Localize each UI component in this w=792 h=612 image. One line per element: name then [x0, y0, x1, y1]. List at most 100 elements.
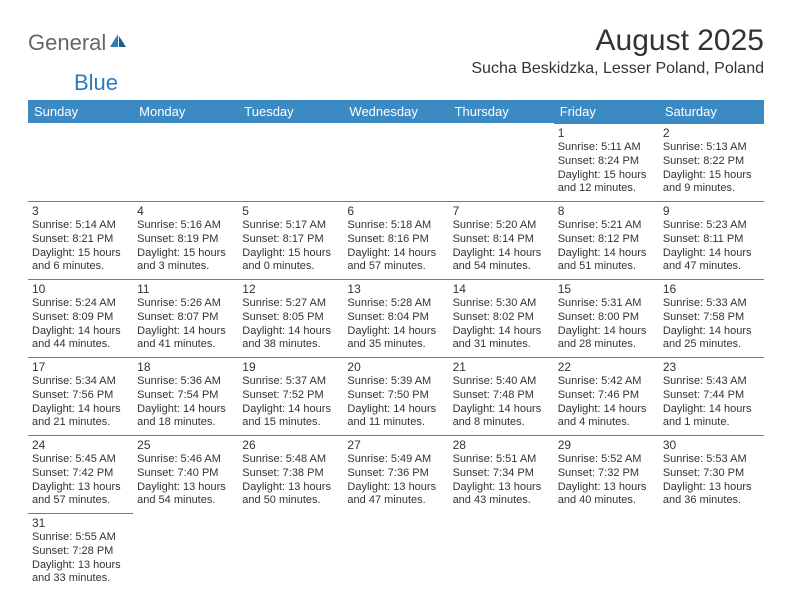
calendar-cell: 3Sunrise: 5:14 AMSunset: 8:21 PMDaylight…	[28, 201, 133, 279]
calendar-cell: 5Sunrise: 5:17 AMSunset: 8:17 PMDaylight…	[238, 201, 343, 279]
day-info: Sunrise: 5:43 AMSunset: 7:44 PMDaylight:…	[663, 375, 760, 430]
calendar-cell: 13Sunrise: 5:28 AMSunset: 8:04 PMDayligh…	[343, 279, 448, 357]
calendar-cell: 6Sunrise: 5:18 AMSunset: 8:16 PMDaylight…	[343, 201, 448, 279]
day-number: 3	[32, 204, 129, 218]
calendar-cell	[133, 123, 238, 201]
calendar-cell	[659, 513, 764, 591]
calendar-cell: 4Sunrise: 5:16 AMSunset: 8:19 PMDaylight…	[133, 201, 238, 279]
day-info: Sunrise: 5:30 AMSunset: 8:02 PMDaylight:…	[453, 297, 550, 352]
day-number: 9	[663, 204, 760, 218]
calendar-cell: 15Sunrise: 5:31 AMSunset: 8:00 PMDayligh…	[554, 279, 659, 357]
day-info: Sunrise: 5:11 AMSunset: 8:24 PMDaylight:…	[558, 141, 655, 196]
day-number: 27	[347, 438, 444, 452]
day-number: 12	[242, 282, 339, 296]
calendar-cell: 26Sunrise: 5:48 AMSunset: 7:38 PMDayligh…	[238, 435, 343, 513]
logo-text-general: General	[28, 30, 106, 56]
calendar-cell: 2Sunrise: 5:13 AMSunset: 8:22 PMDaylight…	[659, 123, 764, 201]
calendar-cell: 7Sunrise: 5:20 AMSunset: 8:14 PMDaylight…	[449, 201, 554, 279]
day-info: Sunrise: 5:24 AMSunset: 8:09 PMDaylight:…	[32, 297, 129, 352]
calendar-cell	[554, 513, 659, 591]
calendar-cell: 1Sunrise: 5:11 AMSunset: 8:24 PMDaylight…	[554, 123, 659, 201]
calendar-cell: 10Sunrise: 5:24 AMSunset: 8:09 PMDayligh…	[28, 279, 133, 357]
calendar-row: 17Sunrise: 5:34 AMSunset: 7:56 PMDayligh…	[28, 357, 764, 435]
logo-sail-icon	[108, 30, 128, 56]
day-info: Sunrise: 5:17 AMSunset: 8:17 PMDaylight:…	[242, 219, 339, 274]
weekday-header: Thursday	[449, 100, 554, 123]
month-title: August 2025	[471, 24, 764, 58]
day-info: Sunrise: 5:53 AMSunset: 7:30 PMDaylight:…	[663, 453, 760, 508]
day-info: Sunrise: 5:48 AMSunset: 7:38 PMDaylight:…	[242, 453, 339, 508]
calendar-cell: 23Sunrise: 5:43 AMSunset: 7:44 PMDayligh…	[659, 357, 764, 435]
day-info: Sunrise: 5:39 AMSunset: 7:50 PMDaylight:…	[347, 375, 444, 430]
calendar-cell	[238, 513, 343, 591]
calendar-cell	[343, 123, 448, 201]
day-number: 20	[347, 360, 444, 374]
weekday-header: Friday	[554, 100, 659, 123]
day-info: Sunrise: 5:31 AMSunset: 8:00 PMDaylight:…	[558, 297, 655, 352]
day-info: Sunrise: 5:34 AMSunset: 7:56 PMDaylight:…	[32, 375, 129, 430]
calendar-cell: 29Sunrise: 5:52 AMSunset: 7:32 PMDayligh…	[554, 435, 659, 513]
day-number: 23	[663, 360, 760, 374]
weekday-header: Wednesday	[343, 100, 448, 123]
day-info: Sunrise: 5:13 AMSunset: 8:22 PMDaylight:…	[663, 141, 760, 196]
day-info: Sunrise: 5:16 AMSunset: 8:19 PMDaylight:…	[137, 219, 234, 274]
calendar-cell: 30Sunrise: 5:53 AMSunset: 7:30 PMDayligh…	[659, 435, 764, 513]
day-number: 8	[558, 204, 655, 218]
weekday-header: Sunday	[28, 100, 133, 123]
weekday-header-row: SundayMondayTuesdayWednesdayThursdayFrid…	[28, 100, 764, 123]
day-number: 15	[558, 282, 655, 296]
day-info: Sunrise: 5:51 AMSunset: 7:34 PMDaylight:…	[453, 453, 550, 508]
day-number: 25	[137, 438, 234, 452]
day-number: 28	[453, 438, 550, 452]
day-number: 4	[137, 204, 234, 218]
day-number: 26	[242, 438, 339, 452]
calendar-row: 3Sunrise: 5:14 AMSunset: 8:21 PMDaylight…	[28, 201, 764, 279]
day-info: Sunrise: 5:49 AMSunset: 7:36 PMDaylight:…	[347, 453, 444, 508]
day-number: 21	[453, 360, 550, 374]
day-number: 10	[32, 282, 129, 296]
day-number: 11	[137, 282, 234, 296]
calendar-cell: 12Sunrise: 5:27 AMSunset: 8:05 PMDayligh…	[238, 279, 343, 357]
day-number: 29	[558, 438, 655, 452]
calendar-cell	[343, 513, 448, 591]
day-number: 1	[558, 126, 655, 140]
day-number: 7	[453, 204, 550, 218]
calendar-row: 1Sunrise: 5:11 AMSunset: 8:24 PMDaylight…	[28, 123, 764, 201]
day-info: Sunrise: 5:55 AMSunset: 7:28 PMDaylight:…	[32, 531, 129, 586]
calendar-cell: 18Sunrise: 5:36 AMSunset: 7:54 PMDayligh…	[133, 357, 238, 435]
day-number: 22	[558, 360, 655, 374]
calendar-cell: 19Sunrise: 5:37 AMSunset: 7:52 PMDayligh…	[238, 357, 343, 435]
day-info: Sunrise: 5:40 AMSunset: 7:48 PMDaylight:…	[453, 375, 550, 430]
day-info: Sunrise: 5:52 AMSunset: 7:32 PMDaylight:…	[558, 453, 655, 508]
day-info: Sunrise: 5:23 AMSunset: 8:11 PMDaylight:…	[663, 219, 760, 274]
calendar-cell: 16Sunrise: 5:33 AMSunset: 7:58 PMDayligh…	[659, 279, 764, 357]
calendar-cell: 11Sunrise: 5:26 AMSunset: 8:07 PMDayligh…	[133, 279, 238, 357]
calendar-cell: 31Sunrise: 5:55 AMSunset: 7:28 PMDayligh…	[28, 513, 133, 591]
day-info: Sunrise: 5:36 AMSunset: 7:54 PMDaylight:…	[137, 375, 234, 430]
calendar-cell: 9Sunrise: 5:23 AMSunset: 8:11 PMDaylight…	[659, 201, 764, 279]
calendar-cell	[449, 123, 554, 201]
logo-text-blue: Blue	[74, 70, 792, 96]
day-number: 2	[663, 126, 760, 140]
calendar-cell	[238, 123, 343, 201]
day-info: Sunrise: 5:33 AMSunset: 7:58 PMDaylight:…	[663, 297, 760, 352]
weekday-header: Saturday	[659, 100, 764, 123]
day-info: Sunrise: 5:27 AMSunset: 8:05 PMDaylight:…	[242, 297, 339, 352]
calendar-table: SundayMondayTuesdayWednesdayThursdayFrid…	[28, 100, 764, 591]
calendar-cell	[449, 513, 554, 591]
day-number: 16	[663, 282, 760, 296]
calendar-row: 10Sunrise: 5:24 AMSunset: 8:09 PMDayligh…	[28, 279, 764, 357]
day-number: 19	[242, 360, 339, 374]
day-info: Sunrise: 5:42 AMSunset: 7:46 PMDaylight:…	[558, 375, 655, 430]
calendar-cell: 25Sunrise: 5:46 AMSunset: 7:40 PMDayligh…	[133, 435, 238, 513]
calendar-cell: 17Sunrise: 5:34 AMSunset: 7:56 PMDayligh…	[28, 357, 133, 435]
calendar-cell: 8Sunrise: 5:21 AMSunset: 8:12 PMDaylight…	[554, 201, 659, 279]
calendar-cell: 22Sunrise: 5:42 AMSunset: 7:46 PMDayligh…	[554, 357, 659, 435]
day-number: 24	[32, 438, 129, 452]
day-info: Sunrise: 5:26 AMSunset: 8:07 PMDaylight:…	[137, 297, 234, 352]
day-number: 14	[453, 282, 550, 296]
day-info: Sunrise: 5:18 AMSunset: 8:16 PMDaylight:…	[347, 219, 444, 274]
day-number: 6	[347, 204, 444, 218]
day-number: 31	[32, 516, 129, 530]
day-info: Sunrise: 5:46 AMSunset: 7:40 PMDaylight:…	[137, 453, 234, 508]
